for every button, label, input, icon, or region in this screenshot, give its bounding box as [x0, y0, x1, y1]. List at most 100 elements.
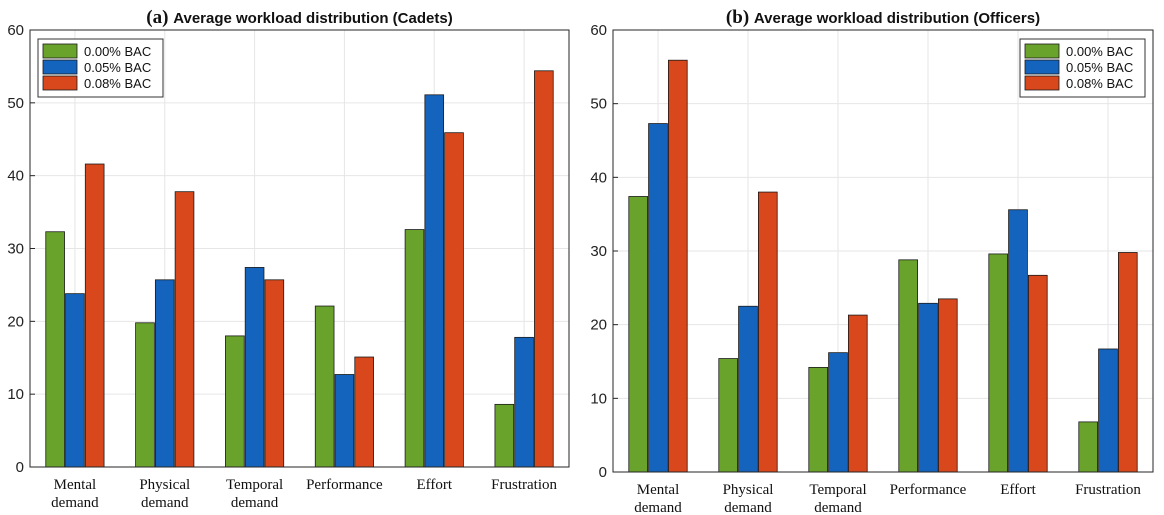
x-tick-label-line: Mental — [54, 477, 97, 493]
bar-series-1-cat-5 — [988, 253, 1008, 473]
x-tick-label-line: Physical — [723, 482, 774, 498]
bar-series-2-cat-2 — [154, 279, 175, 468]
y-tick-label: 60 — [7, 22, 24, 39]
x-tick-label: Effort — [1000, 482, 1036, 498]
bar-series-3-cat-3 — [264, 279, 285, 468]
legend-swatch-3 — [42, 75, 78, 91]
x-tick-label: Performance — [890, 482, 967, 498]
legend-swatch-1 — [42, 43, 78, 59]
x-tick-label: Mental demand — [51, 477, 99, 511]
bar-series-3-cat-6 — [534, 70, 554, 468]
bar-series-2-cat-4 — [918, 302, 938, 473]
x-tick-label-line: demand — [141, 495, 189, 511]
y-tick-label: 60 — [590, 22, 607, 39]
x-tick-label-line: demand — [814, 500, 862, 515]
bar-series-2-cat-6 — [1098, 348, 1118, 473]
y-tick-label: 20 — [590, 317, 607, 334]
bar-series-3-cat-1 — [668, 59, 688, 473]
legend-label-2: 0.05% BAC — [1066, 60, 1133, 75]
bar-series-2-cat-1 — [65, 293, 85, 468]
bar-series-3-cat-2 — [758, 191, 778, 473]
panel-label: (b) — [726, 7, 754, 28]
x-tick-label-line: Temporal — [809, 482, 866, 498]
bar-series-3-cat-4 — [354, 356, 374, 468]
y-tick-label: 30 — [590, 243, 607, 260]
legend-label-3: 0.08% BAC — [1066, 76, 1133, 91]
x-tick-label: Temporal demand — [226, 477, 283, 511]
panel-label: (a) — [146, 7, 173, 28]
x-tick-label: Physical demand — [139, 477, 190, 511]
x-tick-label-line: Frustration — [491, 477, 557, 493]
y-tick-label: 50 — [7, 95, 24, 112]
x-tick-label-line: demand — [634, 500, 682, 515]
legend-label-1: 0.00% BAC — [84, 44, 151, 59]
bar-series-2-cat-1 — [648, 123, 668, 473]
bar-series-2-cat-3 — [828, 352, 848, 473]
bar-series-3-cat-5 — [444, 132, 464, 468]
bar-series-2-cat-5 — [424, 94, 445, 468]
bar-series-1-cat-6 — [494, 403, 515, 468]
bar-series-3-cat-1 — [84, 163, 105, 468]
legend-label-3: 0.08% BAC — [84, 76, 151, 91]
title-text: Average workload distribution (Cadets) — [173, 10, 453, 27]
y-tick-label: 0 — [16, 459, 24, 476]
bar-series-1-cat-1 — [628, 196, 648, 473]
legend-swatch-2 — [42, 59, 78, 75]
x-tick-label-line: Performance — [890, 482, 967, 498]
y-tick-label: 20 — [7, 313, 24, 330]
bar-series-1-cat-3 — [225, 335, 245, 468]
bar-series-2-cat-6 — [514, 336, 534, 468]
x-tick-label-line: Effort — [1000, 482, 1036, 498]
bar-series-1-cat-2 — [135, 322, 155, 468]
bar-series-2-cat-5 — [1008, 209, 1028, 473]
bar-series-1-cat-6 — [1078, 421, 1099, 473]
legend-swatch-3 — [1024, 75, 1060, 91]
x-tick-label-line: Temporal — [226, 477, 283, 493]
x-tick-label-line: demand — [231, 495, 279, 511]
x-tick-label-line: Performance — [306, 477, 383, 493]
legend-label-2: 0.05% BAC — [84, 60, 151, 75]
x-tick-label-line: Physical — [139, 477, 190, 493]
bar-series-2-cat-4 — [334, 374, 355, 468]
bar-series-1-cat-1 — [45, 231, 65, 468]
legend-label-1: 0.00% BAC — [1066, 44, 1133, 59]
x-tick-label: Temporal demand — [809, 482, 866, 515]
bar-series-3-cat-6 — [1118, 252, 1138, 473]
bar-series-1-cat-4 — [898, 259, 918, 473]
y-tick-label: 30 — [7, 241, 24, 258]
bar-series-3-cat-2 — [174, 191, 195, 468]
chart-title: (b) Average workload distribution (Offic… — [726, 7, 1040, 28]
y-tick-label: 40 — [590, 169, 607, 186]
bar-series-3-cat-4 — [938, 298, 958, 473]
y-tick-label: 40 — [7, 168, 24, 185]
x-tick-label: Frustration — [491, 477, 557, 493]
y-tick-label: 10 — [7, 386, 24, 403]
chart-title: (a) Average workload distribution (Cadet… — [146, 7, 452, 28]
x-tick-label: Mental demand — [634, 482, 682, 515]
legend-swatch-2 — [1024, 59, 1060, 75]
legend-swatch-1 — [1024, 43, 1060, 59]
bar-series-3-cat-3 — [848, 314, 868, 473]
bar-series-1-cat-2 — [718, 358, 738, 473]
y-tick-label: 0 — [599, 464, 607, 481]
x-tick-label: Performance — [306, 477, 383, 493]
x-tick-label: Effort — [416, 477, 452, 493]
x-tick-label-line: Frustration — [1075, 482, 1141, 498]
x-tick-label-line: demand — [51, 495, 99, 511]
x-tick-label-line: demand — [724, 500, 772, 515]
bar-series-1-cat-5 — [404, 229, 425, 468]
bar-series-2-cat-2 — [738, 305, 758, 473]
x-tick-label-line: Mental — [637, 482, 680, 498]
y-tick-label: 10 — [590, 390, 607, 407]
title-text: Average workload distribution (Officers) — [754, 10, 1040, 27]
bar-series-1-cat-4 — [314, 305, 335, 468]
y-tick-label: 50 — [590, 96, 607, 113]
bar-series-1-cat-3 — [808, 366, 828, 473]
bar-series-2-cat-3 — [244, 267, 265, 468]
x-tick-label: Frustration — [1075, 482, 1141, 498]
x-tick-label: Physical demand — [723, 482, 774, 515]
bar-series-3-cat-5 — [1028, 274, 1048, 473]
x-tick-label-line: Effort — [416, 477, 452, 493]
